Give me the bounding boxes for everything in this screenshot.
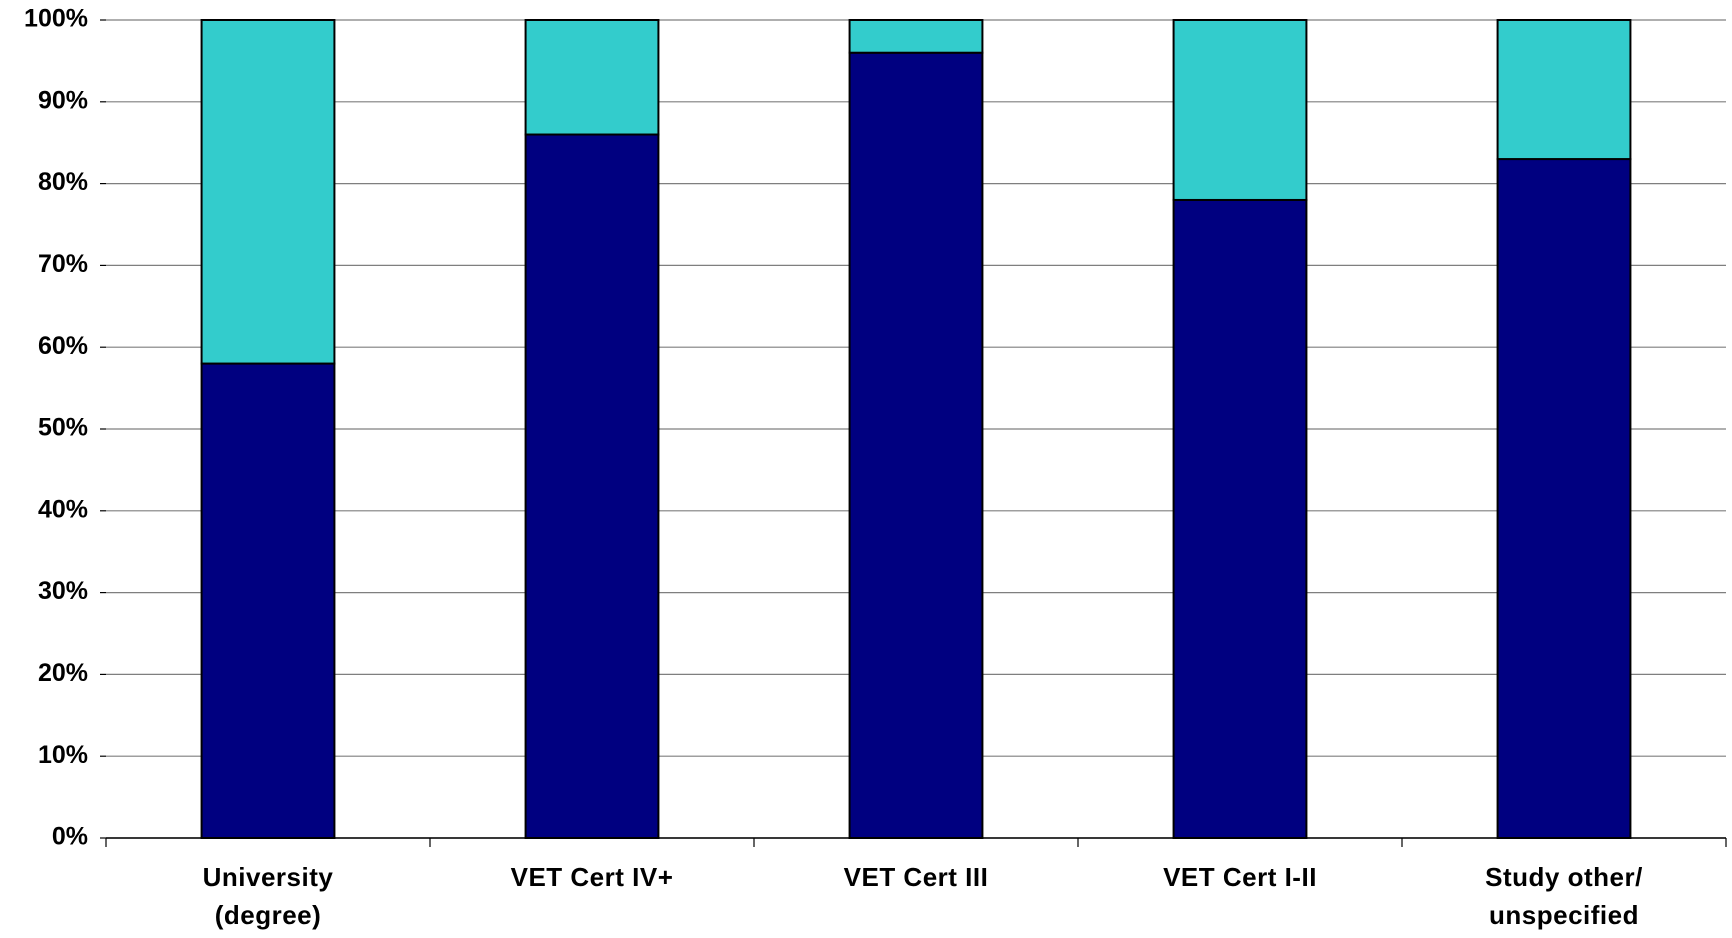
y-tick-label: 60% xyxy=(38,332,88,360)
bar-segment xyxy=(1172,19,1308,201)
x-tick-label: University (degree) xyxy=(202,862,334,930)
x-tick-label: VET Cert IV+ xyxy=(510,862,674,892)
y-tick-label: 10% xyxy=(38,741,88,769)
bar-segment xyxy=(524,133,660,839)
y-tick-label: 40% xyxy=(38,495,88,523)
bar-segment xyxy=(1172,198,1308,839)
bar-segment xyxy=(200,362,336,839)
y-tick-label: 70% xyxy=(38,250,88,278)
y-tick-label: 80% xyxy=(38,168,88,196)
y-tick-label: 50% xyxy=(38,414,88,442)
bar-segment xyxy=(848,19,984,54)
x-tick-label: VET Cert III xyxy=(843,862,989,892)
bar-segment xyxy=(524,19,660,136)
y-tick-label: 100% xyxy=(24,5,88,33)
y-tick-label: 20% xyxy=(38,659,88,687)
y-tick-label: 30% xyxy=(38,577,88,605)
y-tick-label: 0% xyxy=(52,823,88,851)
bar-segment xyxy=(1496,158,1632,839)
x-tick-label: Study other/ unspecified xyxy=(1485,862,1643,930)
bar-segment xyxy=(1496,19,1632,161)
bar-segment xyxy=(848,51,984,840)
x-tick-label: VET Cert I-II xyxy=(1163,862,1317,892)
y-tick-label: 90% xyxy=(38,86,88,114)
bar-segment xyxy=(200,19,336,365)
